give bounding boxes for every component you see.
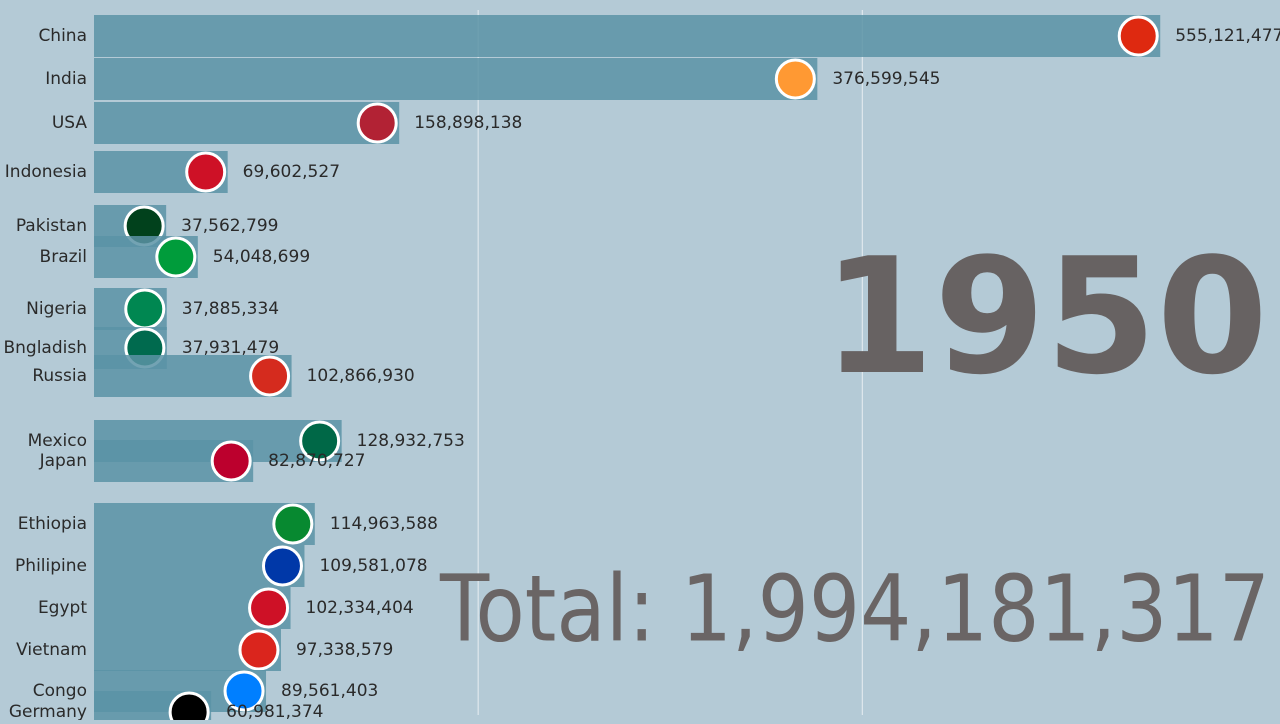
- flag: [299, 420, 341, 462]
- category-label: Pakistan: [16, 216, 87, 236]
- category-label: USA: [52, 113, 88, 133]
- category-label: Ethiopia: [18, 514, 87, 534]
- value-label: 102,334,404: [306, 598, 414, 618]
- value-label: 114,963,588: [330, 514, 438, 534]
- flag: [248, 587, 290, 629]
- value-label: 37,885,334: [182, 299, 279, 319]
- flag: [272, 503, 314, 545]
- year: 1950: [823, 223, 1268, 410]
- flag: [168, 691, 210, 724]
- value-label: 37,931,479: [182, 338, 279, 358]
- value-label: 97,338,579: [296, 640, 393, 660]
- flag: [356, 102, 398, 144]
- category-label: Mexico: [28, 431, 87, 451]
- bar: [94, 15, 1161, 57]
- category-label: Indonesia: [5, 162, 87, 182]
- total: Total: 1,994,181,317: [439, 555, 1270, 662]
- flag: [1117, 15, 1159, 57]
- value-label: 158,898,138: [414, 113, 522, 133]
- bar: [94, 102, 400, 144]
- grid: [477, 10, 863, 715]
- category-label: Brazil: [40, 247, 87, 267]
- value-label: 555,121,477: [1175, 26, 1280, 46]
- flag: [124, 288, 166, 330]
- value-label: 128,932,753: [357, 431, 465, 451]
- flag: [774, 58, 816, 100]
- value-label: 54,048,699: [213, 247, 310, 267]
- category-label: Vietnam: [16, 640, 87, 660]
- category-label: India: [45, 69, 87, 89]
- category-label: Egypt: [38, 598, 87, 618]
- category-label: Nigeria: [26, 299, 87, 319]
- bars: China 555,121,477 India 376,599,545 USA 158,8…: [3, 15, 1280, 724]
- flag: [155, 236, 197, 278]
- flag: [249, 355, 291, 397]
- value-label: 89,561,403: [281, 681, 378, 701]
- flag: [210, 440, 252, 482]
- category-label: Germany: [9, 702, 87, 720]
- flag: [185, 151, 227, 193]
- category-label: Congo: [33, 681, 87, 701]
- value-label: 82,870,727: [268, 451, 365, 471]
- value-label: 102,866,930: [307, 366, 415, 386]
- category-label: Bngladish: [3, 338, 87, 358]
- value-label: 37,562,799: [181, 216, 278, 236]
- category-label: Russia: [32, 366, 87, 386]
- category-label: Philipine: [15, 556, 87, 576]
- value-label: 60,981,374: [226, 702, 323, 720]
- category-label: China: [38, 26, 87, 46]
- value-label: 109,581,078: [319, 556, 427, 576]
- value-label: 69,602,527: [243, 162, 340, 182]
- flag: [261, 545, 303, 587]
- flag: [238, 629, 280, 671]
- flag: [223, 670, 265, 712]
- category-label: Japan: [39, 451, 87, 471]
- value-label: 376,599,545: [832, 69, 940, 89]
- bar: [94, 58, 818, 100]
